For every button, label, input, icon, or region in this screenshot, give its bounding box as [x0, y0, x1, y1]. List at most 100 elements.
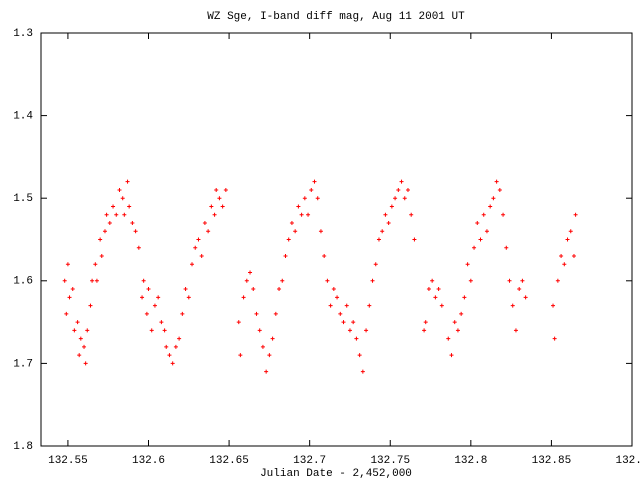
x-tick-label: 132.7 [293, 455, 326, 467]
data-point [481, 212, 486, 217]
data-point [170, 361, 175, 366]
data-point [402, 196, 407, 201]
data-point [133, 229, 138, 234]
data-point [183, 287, 188, 292]
data-point [312, 179, 317, 184]
data-point [152, 303, 157, 308]
data-point [283, 254, 288, 259]
data-point [296, 204, 301, 209]
data-point [351, 320, 356, 325]
data-point [220, 204, 225, 209]
data-point [573, 212, 578, 217]
data-point [254, 311, 259, 316]
data-point [202, 220, 207, 225]
data-point [449, 353, 454, 358]
data-point [422, 328, 427, 333]
x-tick-label: 132.6 [132, 455, 165, 467]
data-point [309, 187, 314, 192]
data-point [293, 229, 298, 234]
data-point [513, 328, 518, 333]
data-point [186, 295, 191, 300]
data-point [280, 278, 285, 283]
data-point [98, 237, 103, 242]
data-point [141, 278, 146, 283]
data-point [386, 220, 391, 225]
data-point [491, 196, 496, 201]
data-point [83, 361, 88, 366]
data-point [196, 237, 201, 242]
data-point [238, 353, 243, 358]
data-point [478, 237, 483, 242]
data-point [571, 254, 576, 259]
data-point [260, 344, 265, 349]
data-point [236, 320, 241, 325]
data-point [120, 196, 125, 201]
plot-frame [40, 32, 633, 447]
data-point [357, 353, 362, 358]
data-point [248, 270, 253, 275]
x-axis-label: Julian Date - 2,452,000 [260, 468, 412, 480]
data-point [306, 212, 311, 217]
data-point [114, 212, 119, 217]
data-point [111, 204, 116, 209]
data-point [212, 212, 217, 217]
data-point [206, 229, 211, 234]
y-tick-label: 1.7 [13, 358, 33, 370]
data-point [64, 311, 69, 316]
data-point [501, 212, 506, 217]
data-point [367, 303, 372, 308]
data-point [214, 187, 219, 192]
data-point [315, 196, 320, 201]
data-point [335, 295, 340, 300]
data-point [264, 369, 269, 374]
data-point [488, 204, 493, 209]
data-point [430, 278, 435, 283]
data-point [65, 262, 70, 267]
data-point [426, 287, 431, 292]
data-point [190, 262, 195, 267]
data-point [376, 237, 381, 242]
data-point [462, 295, 467, 300]
data-point [517, 287, 522, 292]
data-point [409, 212, 414, 217]
data-point [523, 295, 528, 300]
data-point [338, 311, 343, 316]
data-point [412, 237, 417, 242]
data-point [354, 336, 359, 341]
data-point [373, 262, 378, 267]
data-point [423, 320, 428, 325]
data-point [497, 187, 502, 192]
data-point [177, 336, 182, 341]
y-tick-label: 1.6 [13, 276, 33, 288]
chart-title: WZ Sge, I-band diff mag, Aug 11 2001 UT [207, 11, 465, 23]
data-point [162, 328, 167, 333]
data-point [173, 344, 178, 349]
data-point [217, 196, 222, 201]
data-point [251, 287, 256, 292]
data-point [277, 287, 282, 292]
data-point [289, 220, 294, 225]
data-point [125, 179, 130, 184]
data-point [273, 311, 278, 316]
data-point [446, 336, 451, 341]
x-tick-label: 132.8 [454, 455, 487, 467]
data-point [399, 179, 404, 184]
data-point [99, 254, 104, 259]
data-point [90, 278, 95, 283]
data-point [370, 278, 375, 283]
data-point [507, 278, 512, 283]
y-tick-label: 1.5 [13, 193, 33, 205]
data-point [130, 220, 135, 225]
data-point [322, 254, 327, 259]
data-point [439, 303, 444, 308]
data-point [244, 278, 249, 283]
data-point [568, 229, 573, 234]
data-point [209, 204, 214, 209]
data-point [180, 311, 185, 316]
data-point [510, 303, 515, 308]
data-point [504, 245, 509, 250]
data-point [341, 320, 346, 325]
data-point [331, 287, 336, 292]
